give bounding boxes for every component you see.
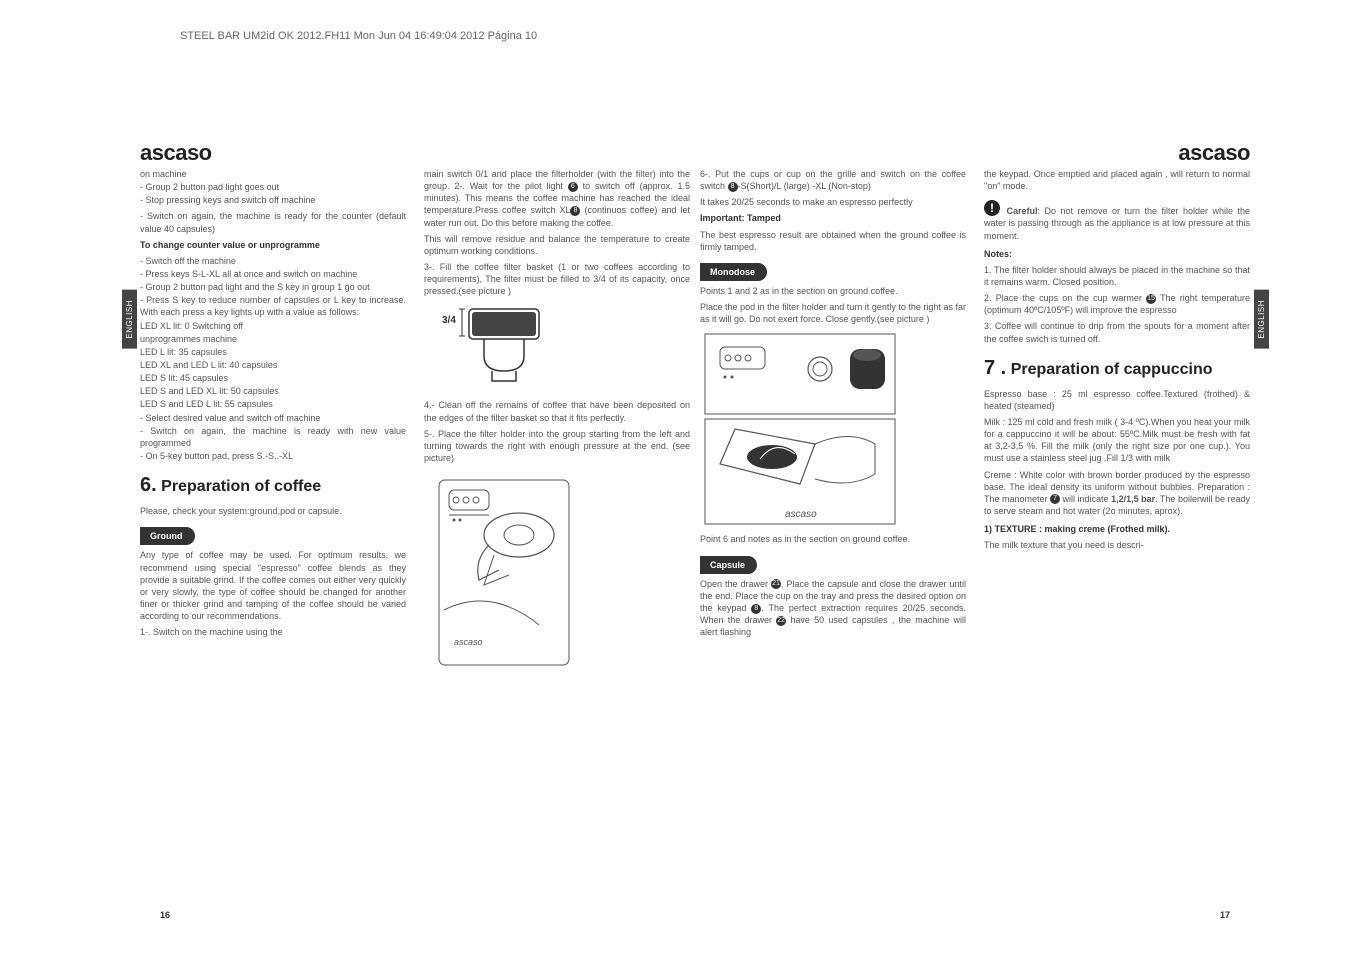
header-meta: STEEL BAR UM2id OK 2012.FH11 Mon Jun 04 … — [180, 30, 537, 42]
text: LED S and LED L lit: 55 capsules — [140, 398, 406, 410]
page-left: ascaso on machine - Group 2 button pad l… — [140, 140, 690, 900]
text: 2. Place the cups on the cup warmer 15 T… — [984, 292, 1250, 316]
text: - Switch on again, the machine is ready … — [140, 425, 406, 449]
text: - Select desired value and switch off ma… — [140, 412, 406, 424]
ref-icon: 21 — [771, 579, 781, 589]
ref-icon: 6 — [568, 182, 578, 192]
ref-icon: 22 — [776, 616, 786, 626]
machine-insert-illustration: ascaso — [424, 470, 584, 670]
heading: Important: Tamped — [700, 212, 966, 224]
text-span: will indicate — [1060, 494, 1111, 504]
text: LED L lit: 35 capsules — [140, 346, 406, 358]
page-number-right: 17 — [1220, 910, 1230, 920]
ref-icon: 8 — [751, 604, 761, 614]
heading: Notes: — [984, 248, 1250, 260]
text: - On 5-key button pad, press S.-S..-XL — [140, 450, 406, 462]
text: Place the pod in the filter holder and t… — [700, 301, 966, 325]
pod-machine-illustration: ascaso — [700, 329, 966, 529]
section-6-heading: 6. Preparation of coffee — [140, 472, 406, 499]
logo-left: ascaso — [140, 140, 690, 166]
left-col1: on machine - Group 2 button pad light go… — [140, 168, 406, 676]
side-tab-right: ENGLISH — [1254, 290, 1269, 349]
text: Points 1 and 2 as in the section on grou… — [700, 285, 966, 297]
text: 4.- Clean off the remains of coffee that… — [424, 399, 690, 423]
text: 3-. Fill the coffee filter basket (1 or … — [424, 261, 690, 297]
text: on machine — [140, 168, 406, 180]
text: 1. The filter holder should always be pl… — [984, 264, 1250, 288]
heading: To change counter value or unprogramme — [140, 239, 406, 251]
section-7-heading: 7 . Preparation of cappuccino — [984, 355, 1250, 382]
pill-ground: Ground — [140, 527, 195, 545]
svg-text:ascaso: ascaso — [454, 637, 483, 647]
text: Espresso base : 25 ml espresso coffee.Te… — [984, 388, 1250, 412]
heading: 1) TEXTURE : making creme (Frothed milk)… — [984, 523, 1250, 535]
text: ! Careful: Do not remove or turn the fil… — [984, 200, 1250, 241]
text: The best espresso result are obtained wh… — [700, 229, 966, 253]
text: - Press keys S-L-XL all at once and swit… — [140, 268, 406, 280]
text: LED S lit: 45 capsules — [140, 372, 406, 384]
text: - Group 2 button pad light goes out — [140, 181, 406, 193]
text: - Stop pressing keys and switch off mach… — [140, 194, 406, 206]
svg-text:ascaso: ascaso — [785, 509, 817, 520]
warning-icon: ! — [984, 200, 1000, 216]
text-span: -S(Short)/L (large) -XL (Non-stop) — [738, 181, 871, 191]
text: 5-. Place the filter holder into the gro… — [424, 428, 690, 464]
text-span: 2. Place the cups on the cup warmer — [984, 293, 1146, 303]
text: 6-. Put the cups or cup on the grille an… — [700, 168, 966, 192]
right-col1: 6-. Put the cups or cup on the grille an… — [700, 168, 966, 642]
text: - Press S key to reduce number of capsul… — [140, 294, 406, 318]
ref-icon: 7 — [1050, 494, 1060, 504]
text: It takes 20/25 seconds to make an espres… — [700, 196, 966, 208]
ref-icon: 8 — [570, 206, 580, 216]
right-col2: the keypad. Once emptied and placed agai… — [984, 168, 1250, 642]
text: - Switch off the machine — [140, 255, 406, 267]
side-tab-left: ENGLISH — [122, 290, 137, 349]
text: Milk : 125 ml cold and fresh milk ( 3-4 … — [984, 416, 1250, 465]
text: the keypad. Once emptied and placed agai… — [984, 168, 1250, 192]
text: Point 6 and notes as in the section on g… — [700, 533, 966, 545]
ref-icon: 8 — [728, 182, 738, 192]
text: main switch 0/1 and place the filterhold… — [424, 168, 690, 229]
svg-text:3/4: 3/4 — [442, 315, 456, 326]
page-number-left: 16 — [160, 910, 170, 920]
text: Please, check your system:ground,pod or … — [140, 505, 406, 517]
text: LED XL lit: 0 Switching off — [140, 320, 406, 332]
text: Open the drawer 21. Place the capsule an… — [700, 578, 966, 639]
text: 3. Coffee will continue to drip from the… — [984, 320, 1250, 344]
text: - Group 2 button pad light and the S key… — [140, 281, 406, 293]
warn-label: Careful — [1007, 206, 1038, 216]
text: unprogrammes machine — [140, 333, 406, 345]
text: Creme : White color with brown border pr… — [984, 469, 1250, 518]
pill-capsule: Capsule — [700, 556, 757, 574]
text: This will remove residue and balance the… — [424, 233, 690, 257]
bold-value: 1,2/1,5 bar — [1111, 494, 1155, 504]
text: LED XL and LED L lit: 40 capsules — [140, 359, 406, 371]
text: The milk texture that you need is descri… — [984, 539, 1250, 551]
logo-right: ascaso — [700, 140, 1250, 166]
text: LED S and LED XL lit: 50 capsules — [140, 385, 406, 397]
text: - Switch on again, the machine is ready … — [140, 210, 406, 234]
pill-monodose: Monodose — [700, 263, 767, 281]
left-col2: main switch 0/1 and place the filterhold… — [424, 168, 690, 676]
ref-icon: 15 — [1146, 294, 1156, 304]
section-label: Preparation of coffee — [161, 478, 321, 495]
page-right: ascaso 6-. Put the cups or cup on the gr… — [700, 140, 1250, 900]
section-label: Preparation of cappuccino — [1011, 361, 1213, 378]
filter-fill-illustration: 3/4 — [424, 301, 554, 391]
text: 1-. Switch on the machine using the — [140, 626, 406, 638]
text: Any type of coffee may be used. For opti… — [140, 549, 406, 622]
text-span: Open the drawer — [700, 579, 771, 589]
